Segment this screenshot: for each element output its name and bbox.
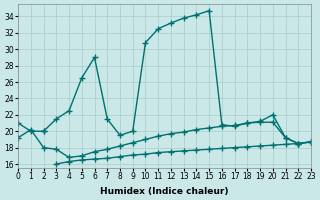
X-axis label: Humidex (Indice chaleur): Humidex (Indice chaleur) [100,187,229,196]
